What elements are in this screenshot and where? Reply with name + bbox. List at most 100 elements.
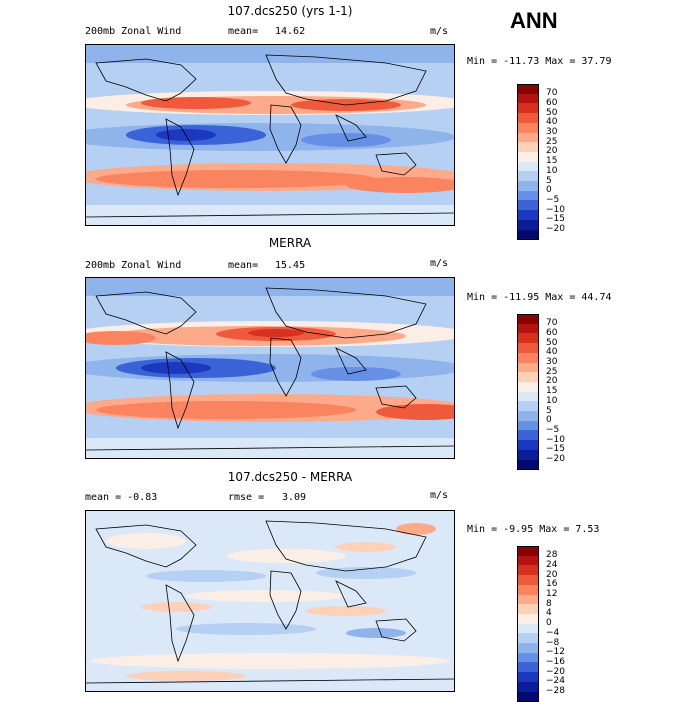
colorbar-swatch xyxy=(517,604,539,615)
colorbar-swatch xyxy=(517,662,539,673)
colorbar-tick-label: −10 xyxy=(546,204,565,215)
colorbar-tick-label: −15 xyxy=(546,444,565,455)
colorbar-swatch xyxy=(517,555,539,566)
colorbar-tick-label: 0 xyxy=(546,185,552,196)
colorbar-tick-label: 30 xyxy=(546,127,558,137)
colorbar-tick-label: 20 xyxy=(546,376,558,387)
colorbar-tick-label: −12 xyxy=(546,647,565,658)
colorbar-tick-label: 50 xyxy=(546,337,558,348)
panel-2-map xyxy=(85,277,455,459)
colorbar-swatch xyxy=(517,672,539,683)
colorbar-swatch xyxy=(517,546,539,557)
panel-1-map xyxy=(85,44,455,226)
panel-2-mean-value: 15.45 xyxy=(275,260,306,271)
panel-2-mean-label: mean= xyxy=(228,260,259,271)
colorbar-tick-label: 25 xyxy=(546,136,558,147)
colorbar-swatch xyxy=(517,142,539,153)
colorbar-tick-label: 12 xyxy=(546,589,558,599)
colorbar-tick-label: −16 xyxy=(546,656,565,667)
colorbar-swatch xyxy=(517,381,539,393)
colorbar-swatch xyxy=(517,681,539,692)
colorbar-tick-label: 4 xyxy=(546,608,552,619)
panel-3-minmax: Min = -9.95 Max = 7.53 xyxy=(467,524,600,535)
colorbar-swatch xyxy=(517,459,539,470)
colorbar-swatch xyxy=(517,643,539,654)
season-label: ANN xyxy=(510,8,558,33)
colorbar-tick-label: 40 xyxy=(546,117,558,128)
colorbar-tick-label: −5 xyxy=(546,194,560,205)
panel-3-rmse-label: rmse = xyxy=(228,492,265,503)
colorbar-swatch xyxy=(517,372,539,383)
panel-1-minmax: Min = -11.73 Max = 37.79 xyxy=(467,56,612,67)
colorbar-swatch xyxy=(517,229,539,240)
colorbar-swatch xyxy=(517,420,539,431)
colorbar-swatch xyxy=(517,113,539,124)
colorbar-tick-label: 15 xyxy=(546,156,558,167)
panel-1-title: 107.dcs250 (yrs 1-1) xyxy=(227,4,353,18)
colorbar-swatch xyxy=(517,190,539,201)
colorbar-swatch xyxy=(517,565,539,576)
panel-2-variable-label: 200mb Zonal Wind xyxy=(85,260,182,271)
colorbar-swatch xyxy=(517,691,539,702)
colorbar-swatch xyxy=(517,575,539,586)
colorbar-swatch xyxy=(517,343,539,354)
colorbar-swatch xyxy=(517,333,539,344)
colorbar-swatch xyxy=(517,219,539,230)
colorbar-swatch xyxy=(517,122,539,133)
colorbar-tick-label: 20 xyxy=(546,146,558,157)
colorbar-swatch xyxy=(517,411,539,422)
colorbar-swatch xyxy=(517,84,539,95)
panel-2-units: m/s xyxy=(430,258,449,269)
colorbar-tick-label: 20 xyxy=(546,569,558,580)
colorbar-tick-label: 60 xyxy=(546,327,558,338)
colorbar-swatch xyxy=(517,200,539,211)
panel-3-map xyxy=(85,510,455,692)
colorbar-tick-label: −15 xyxy=(546,214,565,225)
panel-3-mean-stat: mean = -0.83 xyxy=(85,492,158,503)
colorbar-tick-label: 5 xyxy=(546,175,552,186)
colorbar-tick-label: 15 xyxy=(546,386,558,397)
colorbar-swatch xyxy=(517,323,539,334)
panel-2-minmax: Min = -11.95 Max = 44.74 xyxy=(467,292,612,303)
colorbar-tick-label: −10 xyxy=(546,434,565,445)
colorbar-swatch xyxy=(517,613,539,625)
colorbar-tick-label: 24 xyxy=(546,559,558,570)
colorbar-swatch xyxy=(517,430,539,441)
colorbar-swatch xyxy=(517,161,539,172)
colorbar-tick-label: 5 xyxy=(546,405,552,416)
colorbar-swatch xyxy=(517,623,539,634)
panel-3-units: m/s xyxy=(430,490,449,501)
colorbar-swatch xyxy=(517,171,539,182)
colorbar-tick-label: 25 xyxy=(546,366,558,377)
colorbar-swatch xyxy=(517,391,539,402)
colorbar-swatch xyxy=(517,132,539,143)
colorbar-tick-label: 10 xyxy=(546,165,558,176)
colorbar-swatch xyxy=(517,633,539,644)
colorbar-swatch xyxy=(517,594,539,605)
colorbar-tick-label: 40 xyxy=(546,347,558,358)
colorbar-tick-label: −8 xyxy=(546,637,560,648)
colorbar-tick-label: −20 xyxy=(546,666,565,677)
panel-1-units: m/s xyxy=(430,26,449,37)
colorbar-tick-label: −28 xyxy=(546,686,565,696)
colorbar-swatch xyxy=(517,401,539,412)
colorbar-swatch xyxy=(517,103,539,114)
colorbar-tick-label: 8 xyxy=(546,598,552,609)
panel-3-title: 107.dcs250 - MERRA xyxy=(227,470,353,484)
panel-1-mean-value: 14.62 xyxy=(275,26,306,37)
colorbar-tick-label: 0 xyxy=(546,618,552,629)
colorbar-swatch xyxy=(517,314,539,325)
colorbar-tick-label: −20 xyxy=(546,454,565,464)
colorbar-tick-label: −24 xyxy=(546,676,565,687)
colorbar-tick-label: 30 xyxy=(546,357,558,367)
colorbar-tick-label: 60 xyxy=(546,97,558,108)
colorbar-tick-label: −4 xyxy=(546,627,560,638)
colorbar-tick-label: 50 xyxy=(546,107,558,118)
colorbar-tick-label: 70 xyxy=(546,88,558,99)
colorbar-tick-label: 10 xyxy=(546,395,558,406)
colorbar-swatch xyxy=(517,584,539,595)
colorbar-swatch xyxy=(517,449,539,460)
panel-2-title: MERRA xyxy=(268,236,312,250)
colorbar-swatch xyxy=(517,93,539,104)
colorbar-tick-label: 16 xyxy=(546,579,558,590)
